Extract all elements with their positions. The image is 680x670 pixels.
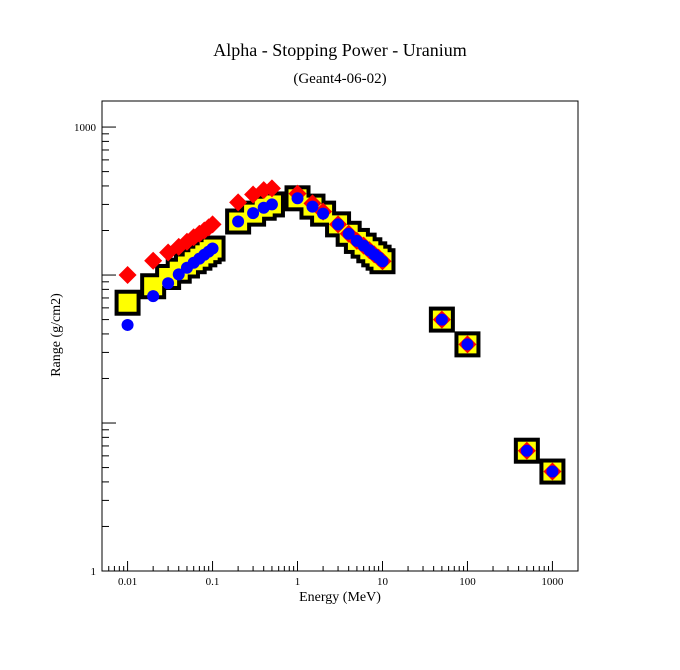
blue-circle-point <box>232 215 245 228</box>
blue-circle-point <box>265 198 278 211</box>
plot-frame <box>101 100 579 572</box>
x-tick-label: 0.01 <box>118 576 137 588</box>
blue-circle-point <box>306 200 319 213</box>
blue-circle-point <box>317 207 330 220</box>
data-marks <box>114 179 566 485</box>
blue-circle-point <box>546 465 559 478</box>
y-tick-label: 1000 <box>74 122 97 134</box>
red-diamond-point <box>144 251 163 270</box>
blue-circle-point <box>376 255 389 268</box>
yellow-square-point <box>118 293 137 312</box>
x-tick-label: 1 <box>295 576 301 588</box>
blue-circle-point <box>520 444 533 457</box>
blue-circle-point <box>172 268 185 281</box>
red-diamond-point <box>229 193 248 212</box>
x-tick-label: 1000 <box>541 576 564 588</box>
red-diamond-point <box>262 179 281 198</box>
blue-circle-point <box>291 192 304 205</box>
blue-circle-point <box>247 207 260 220</box>
blue-circle-point <box>461 338 474 351</box>
x-tick-label: 100 <box>459 576 476 588</box>
x-tick-label: 0.1 <box>206 576 220 588</box>
blue-circle-point <box>332 218 345 231</box>
chart-title: Alpha - Stopping Power - Uranium <box>213 40 467 60</box>
red-diamond-point <box>203 215 222 234</box>
axes: 0.01 0.1 1 10 100 1000 1 1000 <box>74 122 579 588</box>
y-tick-label: 1 <box>91 566 97 578</box>
blue-circle-point <box>342 227 355 240</box>
red-diamond-point <box>118 266 137 285</box>
blue-circle-point <box>435 313 448 326</box>
blue-circle-point <box>206 242 219 255</box>
blue-circle-point <box>147 290 160 303</box>
x-tick-label: 10 <box>377 576 389 588</box>
blue-circle-point <box>121 318 134 331</box>
yellow-square-point <box>144 277 163 296</box>
x-axis-label: Energy (MeV) <box>299 590 381 605</box>
chart-subtitle: (Geant4-06-02) <box>293 71 387 87</box>
blue-circle-point <box>162 277 175 290</box>
